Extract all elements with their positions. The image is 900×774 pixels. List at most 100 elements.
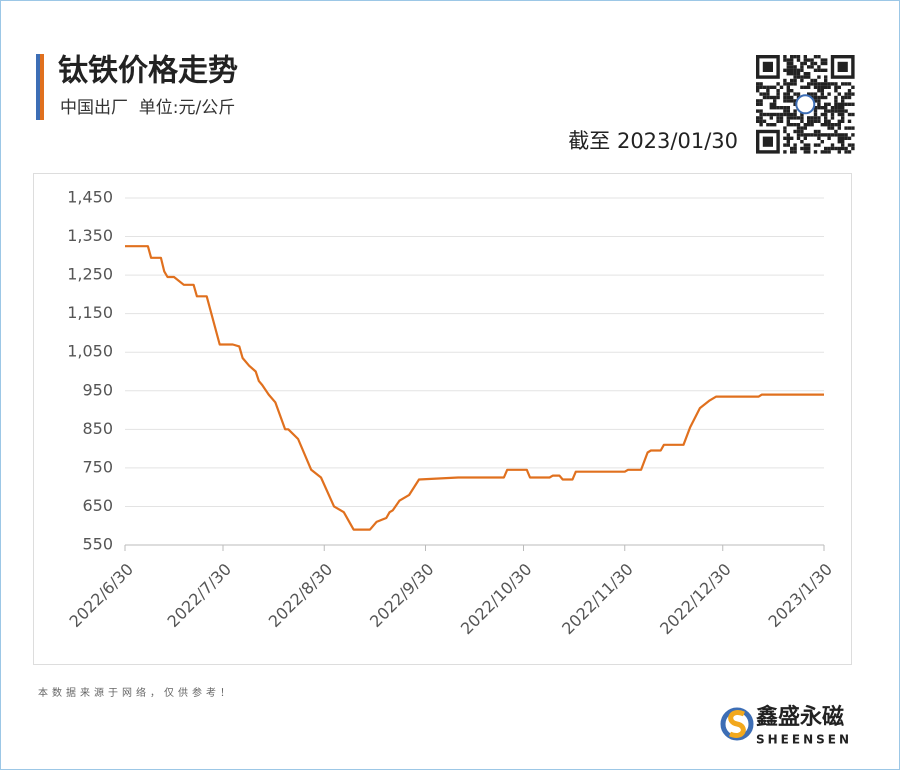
qr-cell xyxy=(756,99,760,103)
as-of-date: 截至 2023/01/30 xyxy=(568,129,738,153)
qr-cell xyxy=(783,112,787,117)
y-tick-label: 750 xyxy=(82,457,113,476)
title-bar-orange xyxy=(40,54,44,120)
qr-cell xyxy=(762,92,767,96)
qr-cell xyxy=(756,119,760,123)
qr-cell xyxy=(800,61,804,66)
qr-cell xyxy=(759,116,763,120)
qr-cell xyxy=(793,72,797,76)
qr-cell xyxy=(803,150,807,154)
qr-cell xyxy=(820,89,824,93)
qr-cell xyxy=(841,102,845,106)
qr-cell xyxy=(820,92,824,96)
qr-cell xyxy=(813,95,818,100)
qr-cell xyxy=(796,55,801,59)
qr-cell xyxy=(813,61,818,66)
qr-cell xyxy=(813,55,818,59)
qr-cell xyxy=(834,129,838,134)
title: 钛铁价格走势 xyxy=(58,54,238,89)
y-tick-label: 1,150 xyxy=(67,303,113,322)
qr-cell xyxy=(837,92,841,96)
qr-cell xyxy=(841,119,845,123)
qr-cell xyxy=(820,68,824,72)
qr-cell xyxy=(790,78,794,83)
qr-cell xyxy=(830,112,835,117)
qr-cell xyxy=(827,123,831,127)
qr-cell xyxy=(837,123,841,127)
qr-cell xyxy=(776,112,780,117)
qr-cell xyxy=(851,112,855,117)
qr-cell xyxy=(762,85,767,89)
qr-finder-core xyxy=(762,61,773,72)
qr-cell xyxy=(803,146,807,151)
qr-cell xyxy=(813,112,818,117)
qr-cell xyxy=(793,82,797,86)
qr-cell xyxy=(827,109,831,113)
qr-cell xyxy=(786,95,790,100)
qr-cell xyxy=(756,89,760,93)
qr-cell xyxy=(830,106,835,110)
qr-cell xyxy=(817,82,821,86)
title-bar-blue xyxy=(36,54,40,120)
qr-cell xyxy=(769,123,773,127)
qr-cell xyxy=(766,112,770,117)
qr-cell xyxy=(793,68,797,72)
qr-cell xyxy=(834,85,838,89)
qr-cell xyxy=(813,92,818,96)
qr-cell xyxy=(769,106,773,110)
qr-cell xyxy=(847,119,852,123)
qr-cell xyxy=(759,112,763,117)
qr-cell xyxy=(769,116,773,120)
qr-cell xyxy=(807,116,811,120)
qr-cell xyxy=(837,102,841,106)
qr-cell xyxy=(790,123,794,127)
qr-cell xyxy=(773,106,777,110)
qr-cell xyxy=(790,136,794,140)
qr-cell xyxy=(810,92,814,96)
qr-cell xyxy=(851,146,855,151)
qr-cell xyxy=(776,119,780,123)
qr-cell xyxy=(813,68,818,72)
qr-cell xyxy=(786,72,790,76)
qr-cell xyxy=(817,85,821,89)
qr-cell xyxy=(776,92,780,96)
y-tick-label: 1,350 xyxy=(67,226,113,245)
qr-cell xyxy=(786,109,790,113)
qr-cell xyxy=(769,112,773,117)
qr-cell xyxy=(813,85,818,89)
qr-cell xyxy=(776,116,780,120)
qr-cell xyxy=(769,95,773,100)
qr-cell xyxy=(841,143,845,147)
qr-cell xyxy=(807,65,811,69)
qr-cell xyxy=(817,75,821,79)
y-tick-label: 1,450 xyxy=(67,188,113,207)
qr-cell xyxy=(847,112,852,117)
qr-cell xyxy=(783,106,787,110)
qr-cell xyxy=(790,58,794,62)
qr-cell xyxy=(793,55,797,59)
qr-cell xyxy=(773,102,777,106)
qr-cell xyxy=(766,123,770,127)
qr-cell xyxy=(834,89,838,93)
qr-cell xyxy=(762,119,767,123)
qr-cell xyxy=(820,106,824,110)
qr-cell xyxy=(803,85,807,89)
qr-cell xyxy=(817,119,821,123)
qr-cell xyxy=(844,150,848,154)
qr-cell xyxy=(793,116,797,120)
qr-cell xyxy=(841,109,845,113)
qr-cell xyxy=(800,129,804,134)
y-tick-label: 1,250 xyxy=(67,265,113,284)
qr-cell xyxy=(834,123,838,127)
y-tick-label: 1,050 xyxy=(67,342,113,361)
qr-cell xyxy=(827,119,831,123)
qr-cell xyxy=(783,55,787,59)
qr-cell xyxy=(803,136,807,140)
qr-cell xyxy=(847,102,852,106)
qr-cell xyxy=(810,61,814,66)
qr-cell xyxy=(759,109,763,113)
qr-cell xyxy=(790,61,794,66)
qr-cell xyxy=(766,95,770,100)
